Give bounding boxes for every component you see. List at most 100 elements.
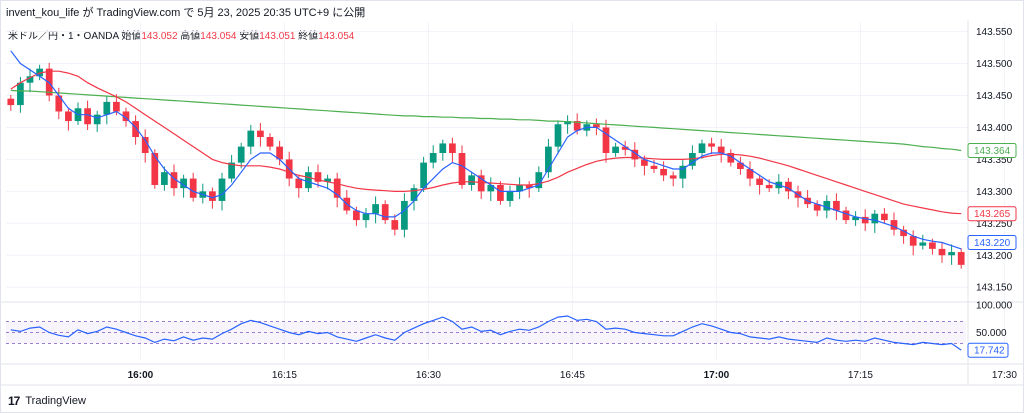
candle-body <box>247 130 255 147</box>
candle-body <box>689 153 696 166</box>
symbol-name[interactable]: 米ドル／円・1・OANDA <box>8 31 119 42</box>
candle-body <box>708 143 715 147</box>
candle-body <box>852 216 859 221</box>
candle-body <box>151 153 159 185</box>
candle-body <box>602 127 610 154</box>
price-value-tag <box>967 234 1017 250</box>
tradingview-logo-icon: 17 <box>8 394 20 408</box>
candle-body <box>93 114 101 125</box>
high-value: 143.054 <box>200 31 237 42</box>
price-tick-label: 143.550 <box>976 27 1013 38</box>
candle-body <box>458 153 466 185</box>
candle-body <box>391 220 399 230</box>
candle-body <box>333 178 341 198</box>
candle-body <box>506 191 514 201</box>
candle-body <box>161 172 168 185</box>
tradingview-branding[interactable]: 17 TradingView <box>8 394 86 408</box>
candle-body <box>881 213 888 221</box>
ma-slow-line <box>10 89 962 152</box>
candle-body <box>717 146 725 154</box>
candle-body <box>410 188 418 201</box>
low-label: 安値 <box>239 31 260 42</box>
candle-body <box>554 124 562 147</box>
candle-body <box>276 146 283 160</box>
rsi-tick-label: 100.000 <box>976 301 1013 312</box>
candle-body <box>381 204 389 221</box>
rsi-value-tag-text: 17.742 <box>974 346 1005 357</box>
close-label: 終値 <box>298 31 319 42</box>
ma-fast-line <box>10 50 962 250</box>
candle-body <box>813 204 821 211</box>
rsi-value-tag <box>967 342 1009 358</box>
candle-body <box>477 175 485 192</box>
price-value-tag-text: 143.364 <box>974 146 1011 157</box>
candle-body <box>372 204 379 214</box>
candle-body <box>660 168 667 176</box>
candle-body <box>36 68 43 77</box>
price-tick-label: 143.300 <box>976 187 1013 198</box>
candle-body <box>429 153 437 163</box>
time-tick-label: 16:30 <box>416 370 441 381</box>
candle-body <box>861 216 869 224</box>
candle-body <box>228 162 235 179</box>
close-value: 143.054 <box>318 31 355 42</box>
candle-body <box>420 162 427 189</box>
candle-body <box>65 111 72 122</box>
candle-body <box>746 168 754 179</box>
price-value-tag <box>967 206 1017 222</box>
open-value: 143.052 <box>141 31 178 42</box>
candle-body <box>468 175 475 185</box>
candle-body <box>324 178 331 182</box>
price-tick-label: 143.450 <box>976 91 1013 102</box>
candle-body <box>497 184 504 201</box>
price-tick-label: 143.200 <box>976 251 1013 262</box>
candle-body <box>929 242 936 249</box>
candle-body <box>525 184 533 189</box>
candle-body <box>55 95 63 112</box>
candle-body <box>141 137 149 154</box>
candle-body <box>669 175 677 179</box>
candle-body <box>833 200 840 211</box>
candle-body <box>180 178 187 189</box>
candle-body <box>189 178 197 198</box>
candle-body <box>237 146 245 163</box>
candle-body <box>218 178 226 201</box>
candle-body <box>641 159 648 166</box>
candle-body <box>132 121 139 138</box>
candle-body <box>84 108 91 125</box>
candle-body <box>957 252 965 265</box>
candle-body <box>535 172 543 189</box>
time-tick-label: 16:45 <box>560 370 585 381</box>
candle-body <box>122 111 130 122</box>
candle-body <box>516 184 523 192</box>
candle-body <box>17 82 24 106</box>
candle-body <box>314 172 322 182</box>
candle-body <box>209 191 216 201</box>
candle-body <box>756 178 763 185</box>
ma-mid-line <box>10 70 962 215</box>
candle-body <box>353 210 360 221</box>
price-tick-label: 143.400 <box>976 123 1013 134</box>
candle-body <box>295 178 303 189</box>
time-tick-label: 17:15 <box>848 370 873 381</box>
candle-body <box>727 153 735 163</box>
candle-body <box>823 200 831 211</box>
candle-body <box>890 220 898 230</box>
candle-body <box>564 121 571 125</box>
price-value-tag <box>967 142 1017 158</box>
candle-body <box>785 181 792 192</box>
rsi-band-fill <box>6 321 966 344</box>
candle-body <box>631 149 639 160</box>
price-tick-label: 143.150 <box>976 283 1013 294</box>
time-tick-label: 17:00 <box>704 370 730 381</box>
candle-body <box>593 124 600 128</box>
candle-body <box>573 121 581 131</box>
candle-body <box>919 242 927 246</box>
candle-body <box>737 162 744 169</box>
price-value-tag-text: 143.265 <box>974 209 1011 220</box>
symbol-legend: 米ドル／円・1・OANDA 始値143.052 高値143.054 安値143.… <box>8 27 354 42</box>
tradingview-logo-text: TradingView <box>25 395 86 407</box>
candle-body <box>7 98 15 106</box>
candle-body <box>679 165 687 179</box>
